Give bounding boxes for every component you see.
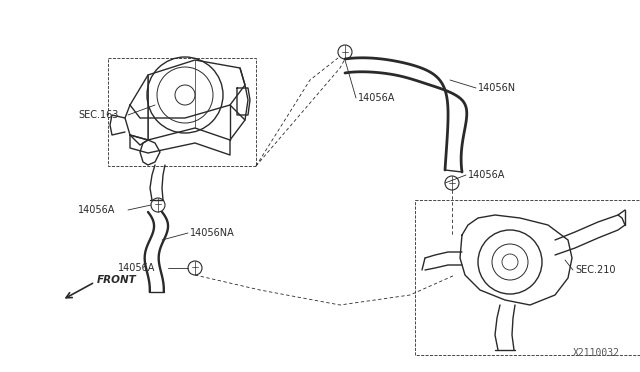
Text: X2110032: X2110032: [573, 348, 620, 358]
Text: 14056N: 14056N: [478, 83, 516, 93]
Text: FRONT: FRONT: [97, 275, 137, 285]
Bar: [415, 200, 640, 355]
Text: SEC.210: SEC.210: [575, 265, 616, 275]
Text: 14056A: 14056A: [118, 263, 156, 273]
Text: 14056A: 14056A: [358, 93, 396, 103]
Text: SEC.163: SEC.163: [78, 110, 118, 120]
Text: 14056A: 14056A: [78, 205, 115, 215]
Text: 14056NA: 14056NA: [190, 228, 235, 238]
Bar: [108, 58, 256, 166]
Text: 14056A: 14056A: [468, 170, 506, 180]
